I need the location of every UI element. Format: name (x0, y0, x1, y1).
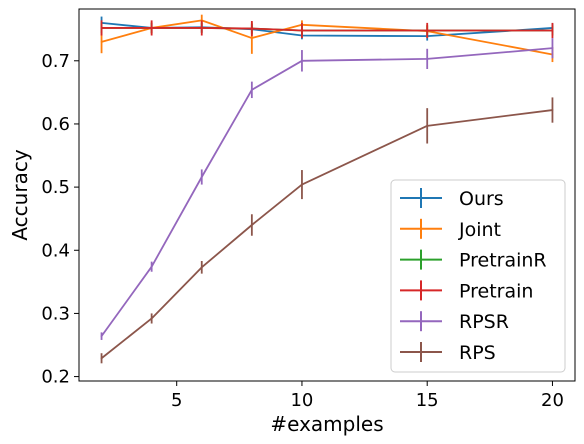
data-point (100, 40, 103, 43)
data-point (301, 183, 303, 186)
y-tick-label: 0.2 (41, 367, 70, 388)
data-point (301, 29, 303, 32)
y-axis-label: Accuracy (8, 149, 32, 240)
data-point (200, 176, 203, 178)
data-point (426, 57, 429, 60)
data-point (551, 47, 554, 50)
series-pretrain (100, 20, 554, 39)
data-point (200, 27, 203, 29)
data-point (551, 29, 554, 32)
y-axis: 0.2 0.3 0.4 0.5 0.6 0.7 (41, 51, 79, 388)
y-tick-label: 0.3 (41, 303, 70, 324)
data-point (100, 357, 103, 360)
legend-label: Ours (459, 188, 504, 210)
y-tick-label: 0.6 (41, 114, 70, 135)
legend-label: Pretrain (459, 280, 533, 302)
x-tick-label: 20 (541, 390, 564, 411)
legend-label: PretrainR (459, 250, 547, 272)
legend-label: RPSR (459, 311, 509, 333)
legend-item: Ours (400, 188, 504, 210)
x-tick-label: 5 (171, 390, 182, 411)
data-point (301, 59, 303, 62)
data-point (551, 109, 554, 111)
legend-item: RPS (400, 342, 496, 364)
x-tick-label: 10 (290, 390, 313, 411)
legend-item: PretrainR (400, 249, 547, 272)
legend-item: Pretrain (400, 280, 533, 302)
series-rps (100, 97, 554, 364)
y-tick-label: 0.5 (41, 177, 70, 198)
data-point (150, 317, 153, 320)
data-point (100, 27, 103, 29)
data-point (250, 88, 253, 91)
x-axis: 5 10 15 20 (171, 381, 564, 411)
data-point (426, 124, 429, 127)
legend-label: Joint (458, 219, 501, 241)
data-point (250, 224, 253, 226)
y-tick-label: 0.4 (41, 240, 70, 261)
data-point (426, 29, 429, 32)
legend: Ours Joint PretrainR Pretrain RPSR RPS (390, 179, 566, 373)
data-point (200, 266, 203, 269)
data-point (250, 27, 253, 30)
data-point (100, 335, 103, 338)
data-point (250, 37, 253, 39)
x-tick-label: 15 (416, 390, 439, 411)
legend-label: RPS (459, 342, 496, 364)
y-tick-label: 0.7 (41, 51, 70, 72)
series-rpsr (100, 38, 554, 340)
series-layer (100, 14, 554, 364)
plot-frame (78, 8, 576, 382)
data-point (150, 27, 153, 29)
data-point (150, 265, 153, 268)
x-axis-label: #examples (270, 412, 383, 436)
legend-item: RPSR (400, 311, 509, 333)
legend-item: Joint (400, 218, 501, 241)
